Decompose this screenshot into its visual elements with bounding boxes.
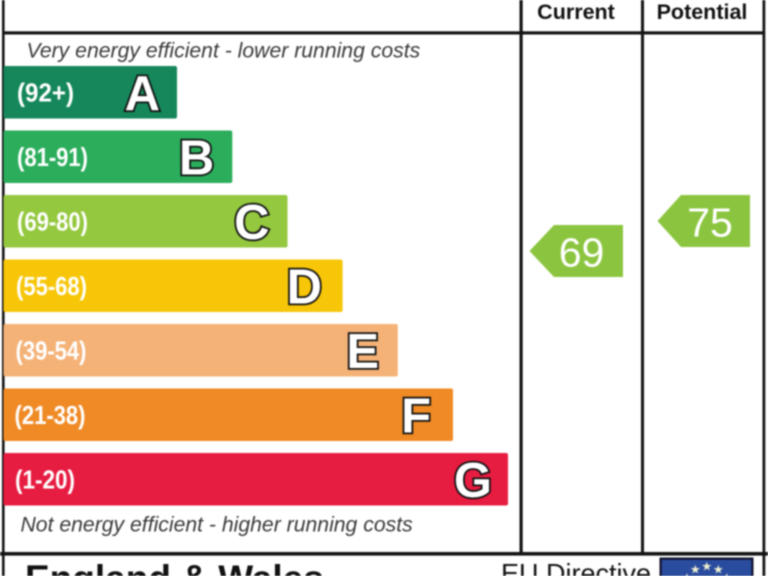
svg-text:C: C bbox=[234, 196, 269, 250]
svg-text:(55-68): (55-68) bbox=[16, 273, 87, 301]
svg-text:England & Wales: England & Wales bbox=[25, 558, 324, 576]
svg-text:G: G bbox=[454, 454, 492, 508]
svg-text:B: B bbox=[179, 132, 214, 186]
svg-text:EU Directive: EU Directive bbox=[501, 559, 651, 576]
svg-text:(39-54): (39-54) bbox=[16, 338, 87, 366]
svg-text:69: 69 bbox=[559, 230, 605, 276]
svg-text:A: A bbox=[125, 67, 160, 121]
svg-text:(69-80): (69-80) bbox=[17, 209, 88, 237]
svg-text:Very energy efficient - lower: Very energy efficient - lower running co… bbox=[27, 40, 421, 63]
svg-text:Potential: Potential bbox=[657, 0, 748, 24]
svg-text:E: E bbox=[346, 325, 379, 379]
svg-text:Current: Current bbox=[537, 0, 615, 24]
svg-text:(81-91): (81-91) bbox=[17, 144, 88, 172]
svg-text:(21-38): (21-38) bbox=[15, 402, 86, 430]
svg-text:F: F bbox=[401, 390, 431, 444]
svg-text:75: 75 bbox=[687, 200, 733, 246]
svg-text:Not energy efficient - higher: Not energy efficient - higher running co… bbox=[21, 514, 414, 537]
svg-text:(92+): (92+) bbox=[17, 80, 74, 108]
svg-text:D: D bbox=[287, 261, 322, 315]
svg-text:(1-20): (1-20) bbox=[15, 467, 75, 495]
